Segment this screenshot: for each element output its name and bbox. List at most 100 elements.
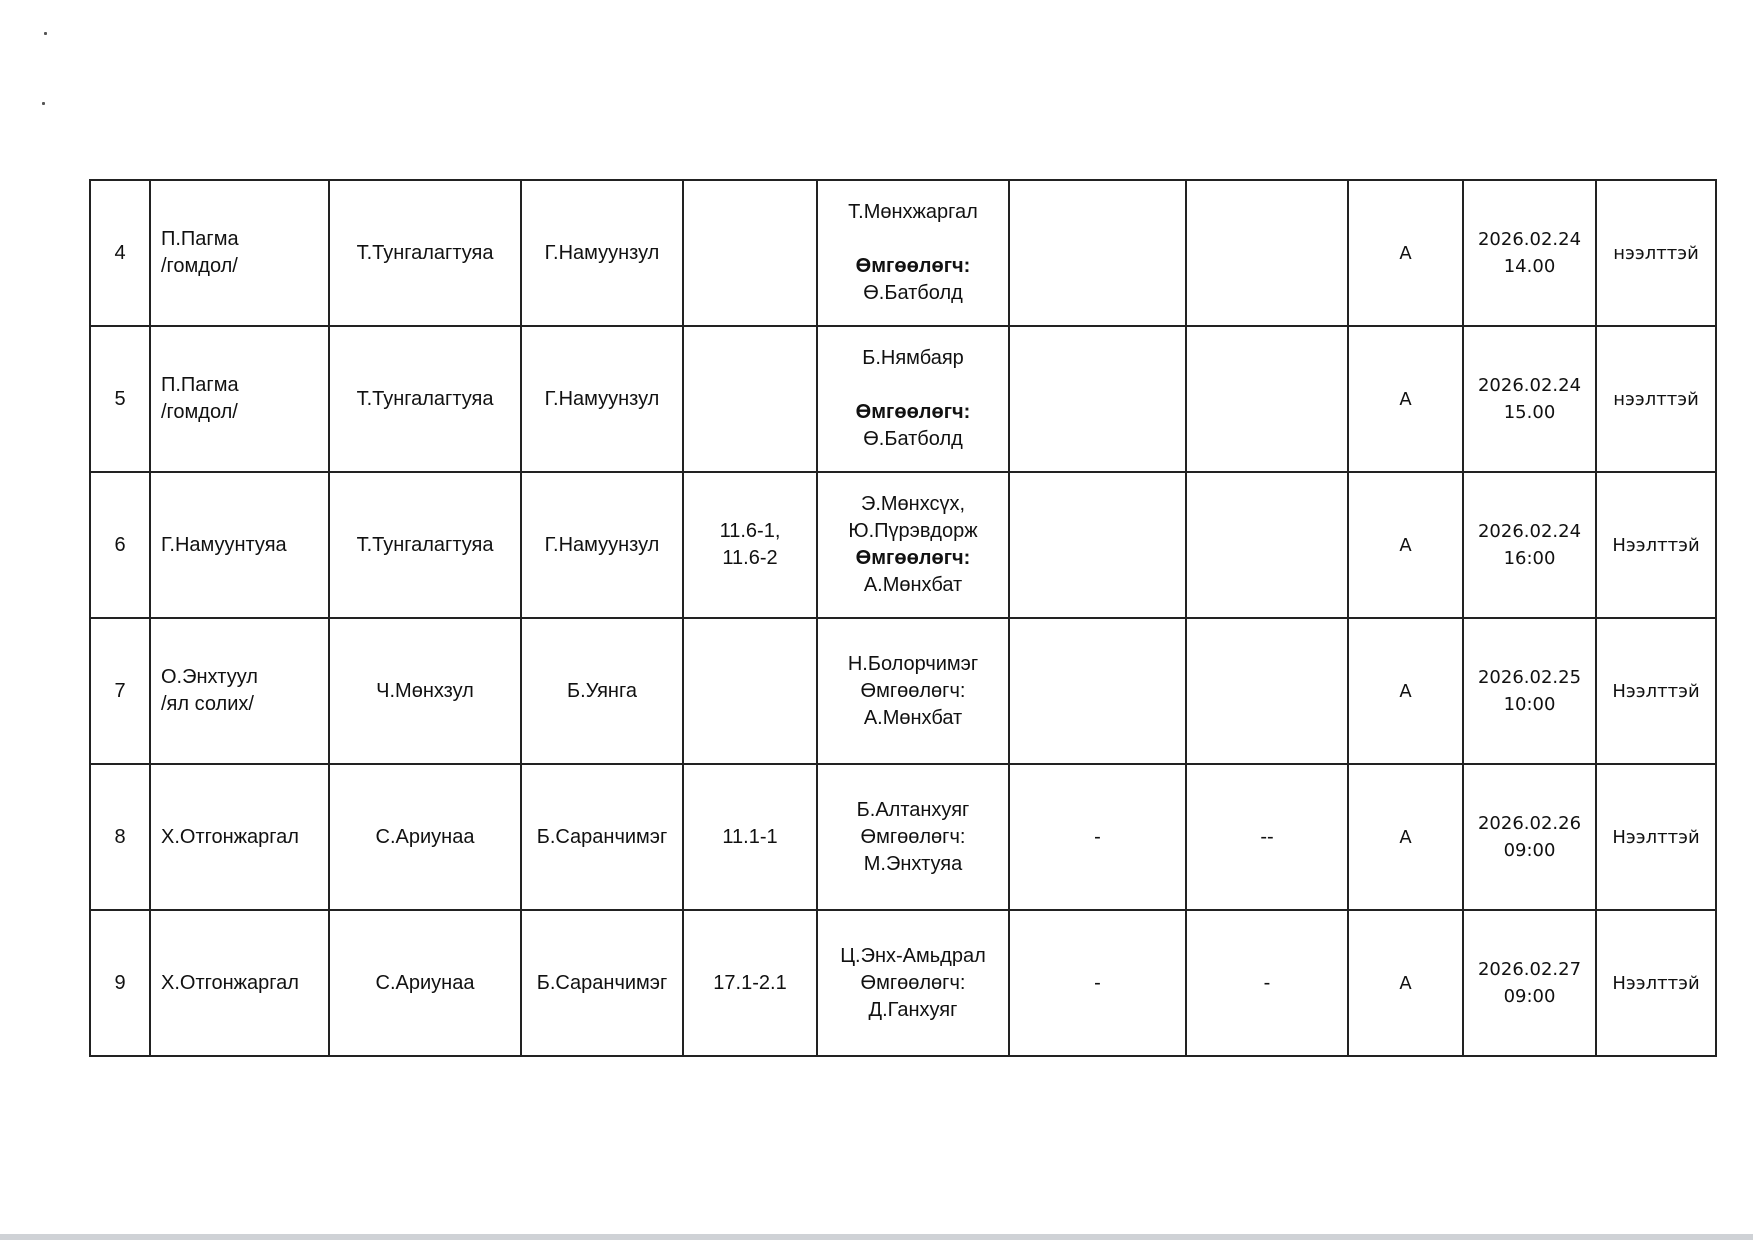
judge-cell: Т.Тунгалагтуяа [328, 325, 522, 473]
status-cell: нээлттэй [1595, 325, 1717, 473]
datetime-line: 10:00 [1503, 694, 1556, 715]
scan-edge [0, 1234, 1753, 1240]
party-line: /ял солих/ [161, 693, 254, 715]
participant-line [822, 372, 1004, 399]
status-cell: нээлттэй [1595, 179, 1717, 327]
article-line: 17.1-2.1 [713, 971, 787, 994]
participant-line: Өмгөөлөгч: [860, 971, 966, 994]
datetime-line: 2026.02.25 [1477, 667, 1582, 688]
datetime-line: 2026.02.24 [1477, 229, 1582, 250]
judge-cell: Т.Тунгалагтуяа [328, 179, 522, 327]
participants-cell: Э.Мөнхсүх, Ю.Пүрэвдорж Өмгөөлөгч: А.Мөнхбат [816, 471, 1010, 619]
clerk-cell: Г.Намуунзул [520, 471, 684, 619]
col8-cell [1185, 325, 1349, 473]
participant-line: Д.Ганхуяг [868, 998, 958, 1021]
participants-cell: Б.Алтанхуяг Өмгөөлөгч: М.Энхтуяа [816, 763, 1010, 911]
table-row: 4 П.Пагма/гомдол/Т.Тунгалагтуяа Г.Намуунзу… [89, 179, 1717, 327]
scan-artifact [42, 102, 45, 105]
participant-line: Ю.Пүрэвдорж [848, 520, 978, 542]
col8-cell [1185, 471, 1349, 619]
datetime-line: 15.00 [1503, 402, 1556, 423]
room-cell: А [1347, 617, 1464, 765]
judge-cell: С.Ариунаа [328, 909, 522, 1057]
participants-cell: Н.Болорчимэг Өмгөөлөгч: А.Мөнхбат [816, 617, 1010, 765]
table-row: 9 Х.Отгонжаргал С.Ариунаа Б.Саранчимэг 17.1-… [89, 909, 1717, 1057]
party-line: Г.Намуунтуяа [161, 533, 287, 556]
article-line: 11.6-2 [722, 547, 778, 569]
clerk-cell: Б.Саранчимэг [520, 763, 684, 911]
col8-cell [1185, 179, 1349, 327]
datetime-line: 2026.02.24 [1477, 375, 1582, 396]
party-cell: Х.Отгонжаргал [149, 763, 330, 911]
participants-cell: Б.Нямбаяр Өмгөөлөгч: Ө.Батболд [816, 325, 1010, 473]
col7-cell [1008, 471, 1187, 619]
room-cell: А [1347, 325, 1464, 473]
scan-artifact [44, 32, 47, 35]
col7-cell [1008, 179, 1187, 327]
table-body: 4 П.Пагма/гомдол/Т.Тунгалагтуяа Г.Намуунзу… [89, 179, 1717, 1057]
party-cell: П.Пагма/гомдол/ [149, 179, 330, 327]
participants-cell: Т.Мөнхжаргал Өмгөөлөгч: Ө.Батболд [816, 179, 1010, 327]
room-cell: А [1347, 179, 1464, 327]
article-cell: 17.1-2.1 [682, 909, 818, 1057]
table-row: 6 Г.Намуунтуяа Т.Тунгалагтуяа Г.Намуунзул 11… [89, 471, 1717, 619]
participant-line: Өмгөөлөгч: [860, 825, 966, 848]
status-cell: Нээлттэй [1595, 617, 1717, 765]
col8-cell [1185, 617, 1349, 765]
col7-cell [1008, 325, 1187, 473]
col8-cell: - [1185, 909, 1349, 1057]
participant-line: Ц.Энх-Амьдрал [840, 944, 986, 967]
participant-line: Өмгөөлөгч: [860, 679, 966, 702]
datetime-line: 14.00 [1503, 256, 1556, 277]
party-line: Х.Отгонжаргал [161, 825, 299, 848]
participant-line: Ө.Батболд [863, 282, 963, 304]
article-cell [682, 617, 818, 765]
table-row: 7 О.Энхтуул/ял солих/Ч.Мөнхзул Б.Уянга Н.Бо… [89, 617, 1717, 765]
status-cell: Нээлттэй [1595, 909, 1717, 1057]
participants-cell: Ц.Энх-Амьдрал Өмгөөлөгч: Д.Ганхуяг [816, 909, 1010, 1057]
col7-cell: - [1008, 909, 1187, 1057]
row-number-cell: 7 [89, 617, 151, 765]
datetime-line: 09:00 [1503, 840, 1556, 861]
table-row: 5 П.Пагма/гомдол/Т.Тунгалагтуяа Г.Намуунзу… [89, 325, 1717, 473]
clerk-cell: Г.Намуунзул [520, 325, 684, 473]
participant-line [822, 226, 1004, 253]
participant-line: Өмгөөлөгч: [855, 547, 971, 569]
participant-line: Өмгөөлөгч: [855, 401, 971, 423]
participant-line: Өмгөөлөгч: [855, 255, 971, 277]
judge-cell: Т.Тунгалагтуяа [328, 471, 522, 619]
participant-line: Ө.Батболд [863, 428, 963, 450]
participant-line: Э.Мөнхсүх, [860, 493, 966, 515]
article-cell [682, 325, 818, 473]
row-number-cell: 5 [89, 325, 151, 473]
datetime-line: 2026.02.27 [1477, 959, 1582, 980]
party-line: О.Энхтуул [161, 666, 258, 688]
datetime-cell: 2026.02.24 14.00 [1462, 179, 1597, 327]
judge-cell: С.Ариунаа [328, 763, 522, 911]
participant-line: М.Энхтуяа [863, 852, 963, 875]
participant-line: А.Мөнхбат [863, 574, 963, 596]
status-cell: Нээлттэй [1595, 471, 1717, 619]
datetime-line: 09:00 [1503, 986, 1556, 1007]
participant-line: Б.Нямбаяр [862, 347, 964, 369]
participant-line: Т.Мөнхжаргал [848, 201, 978, 223]
clerk-cell: Б.Саранчимэг [520, 909, 684, 1057]
room-cell: А [1347, 909, 1464, 1057]
datetime-cell: 2026.02.25 10:00 [1462, 617, 1597, 765]
datetime-line: 2026.02.26 [1477, 813, 1582, 834]
col8-cell: -- [1185, 763, 1349, 911]
party-cell: Г.Намуунтуяа [149, 471, 330, 619]
clerk-cell: Б.Уянга [520, 617, 684, 765]
row-number-cell: 6 [89, 471, 151, 619]
participant-line: Б.Алтанхуяг [856, 798, 970, 821]
datetime-cell: 2026.02.24 15.00 [1462, 325, 1597, 473]
article-cell: 11.1-1 [682, 763, 818, 911]
room-cell: А [1347, 763, 1464, 911]
col7-cell: - [1008, 763, 1187, 911]
datetime-cell: 2026.02.27 09:00 [1462, 909, 1597, 1057]
judge-cell: Ч.Мөнхзул [328, 617, 522, 765]
party-line: /гомдол/ [161, 401, 238, 423]
party-cell: П.Пагма/гомдол/ [149, 325, 330, 473]
datetime-cell: 2026.02.24 16:00 [1462, 471, 1597, 619]
party-line: Х.Отгонжаргал [161, 971, 299, 994]
